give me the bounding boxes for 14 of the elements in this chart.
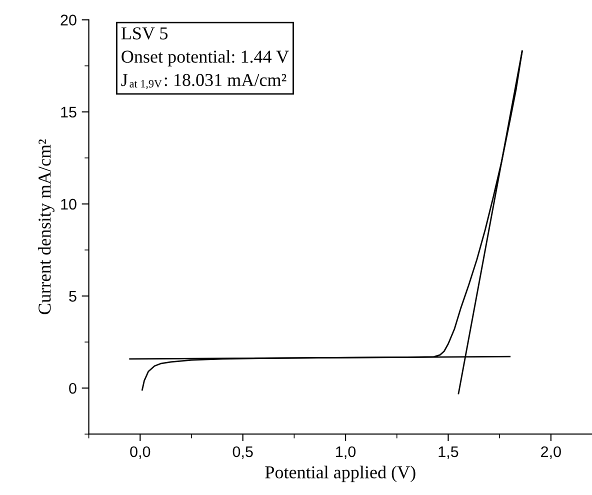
y-tick-label: 15 [61, 106, 76, 118]
y-tick-label: 10 [61, 198, 76, 210]
x-tick-label: 1,0 [336, 446, 356, 459]
y-axis-title: Current density mA/cm² [38, 139, 54, 314]
x-tick-label: 1,5 [438, 446, 458, 459]
annotation: Onset potential: 1.44 V [122, 50, 289, 66]
x-tick-label: 0,5 [232, 446, 253, 459]
y-tick-label: 0 [69, 382, 76, 394]
y-tick-label: 20 [60, 14, 76, 26]
annotation: LSV 5 [121, 27, 168, 40]
x-tick-label: 2,0 [541, 446, 561, 459]
x-axis-title: Potential applied (V) [265, 466, 416, 482]
x-tick-label: 0,0 [130, 446, 150, 459]
y-tick-label: 5 [69, 291, 76, 302]
